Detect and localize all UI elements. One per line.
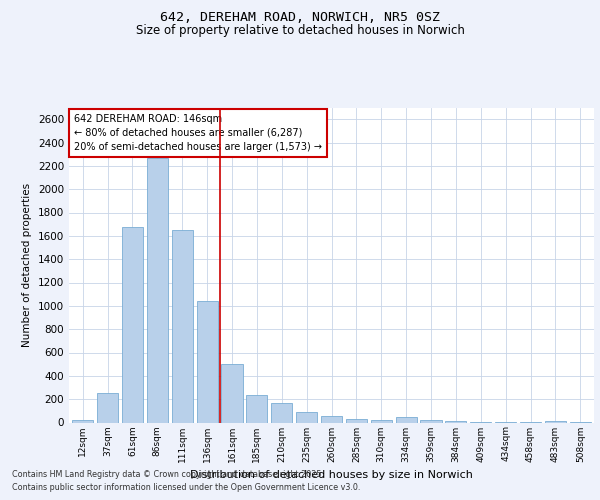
Bar	[221, 364, 242, 422]
Bar	[246, 394, 268, 422]
Bar	[147, 158, 168, 422]
Bar	[321, 416, 342, 422]
Bar	[346, 419, 367, 422]
Y-axis label: Number of detached properties: Number of detached properties	[22, 183, 32, 347]
Text: Size of property relative to detached houses in Norwich: Size of property relative to detached ho…	[136, 24, 464, 37]
Bar	[172, 230, 193, 422]
Text: 642, DEREHAM ROAD, NORWICH, NR5 0SZ: 642, DEREHAM ROAD, NORWICH, NR5 0SZ	[160, 11, 440, 24]
X-axis label: Distribution of detached houses by size in Norwich: Distribution of detached houses by size …	[190, 470, 473, 480]
Bar	[421, 420, 442, 422]
Bar	[271, 403, 292, 422]
Bar	[296, 412, 317, 422]
Bar	[371, 420, 392, 422]
Text: Contains public sector information licensed under the Open Government Licence v3: Contains public sector information licen…	[12, 483, 361, 492]
Bar	[197, 301, 218, 422]
Bar	[72, 420, 93, 422]
Text: Contains HM Land Registry data © Crown copyright and database right 2025.: Contains HM Land Registry data © Crown c…	[12, 470, 324, 479]
Bar	[122, 226, 143, 422]
Bar	[395, 416, 417, 422]
Bar	[97, 393, 118, 422]
Text: 642 DEREHAM ROAD: 146sqm
← 80% of detached houses are smaller (6,287)
20% of sem: 642 DEREHAM ROAD: 146sqm ← 80% of detach…	[74, 114, 322, 152]
